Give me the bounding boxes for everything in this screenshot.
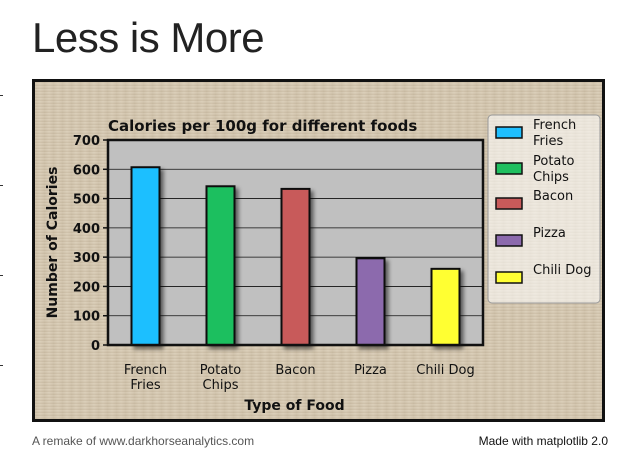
legend-swatch — [495, 271, 523, 284]
footer-matplotlib-note: Made with matplotlib 2.0 — [478, 434, 608, 448]
legend-swatch — [495, 162, 523, 175]
y-axis-label: Number of Calories — [45, 167, 61, 319]
chart-title: Calories per 100g for different foods — [108, 117, 417, 135]
legend-swatch — [495, 234, 523, 247]
y-tick-label: 300 — [73, 251, 100, 266]
bar — [355, 257, 386, 346]
y-tick-label: 100 — [73, 310, 100, 325]
margin-mark — [0, 365, 3, 366]
legend-box — [487, 114, 601, 304]
bar — [430, 267, 461, 347]
plot-frame — [106, 138, 485, 347]
bar — [280, 187, 311, 346]
legend-swatch — [495, 197, 523, 210]
margin-mark — [0, 275, 3, 276]
y-tick-label: 700 — [73, 134, 100, 149]
legend-label: Pizza — [533, 226, 566, 241]
y-tick-label: 400 — [73, 222, 100, 237]
margin-mark — [0, 95, 3, 96]
margin-mark — [0, 185, 3, 186]
x-tick-label: Chili Dog — [416, 363, 475, 378]
x-tick-label: Potato Chips — [200, 363, 241, 393]
x-tick-label: Bacon — [275, 363, 315, 378]
page-title: Less is More — [32, 14, 265, 61]
legend-label: Chili Dog — [533, 263, 592, 278]
figure-panel: French Fries Potato Chips Bacon Pizza Chili Do… — [32, 79, 605, 422]
y-tick-label: 600 — [73, 163, 100, 178]
footer-credit: A remake of www.darkhorseanalytics.com — [32, 434, 255, 448]
bar — [130, 166, 161, 346]
y-tick-label: 0 — [91, 339, 100, 354]
x-tick-label: Pizza — [354, 363, 387, 378]
legend-swatch — [495, 126, 523, 139]
legend-label: Potato Chips — [533, 154, 574, 185]
calories-bar-chart: French Fries Potato Chips Bacon Pizza Chili Do… — [45, 114, 601, 414]
y-tick-label: 500 — [73, 193, 100, 208]
bar — [205, 185, 236, 347]
y-tick-label: 200 — [73, 280, 100, 295]
x-tick-label: French Fries — [124, 363, 167, 393]
legend-label: Bacon — [533, 189, 573, 204]
legend-label: French Fries — [533, 118, 576, 149]
x-axis-label: Type of Food — [244, 398, 344, 414]
